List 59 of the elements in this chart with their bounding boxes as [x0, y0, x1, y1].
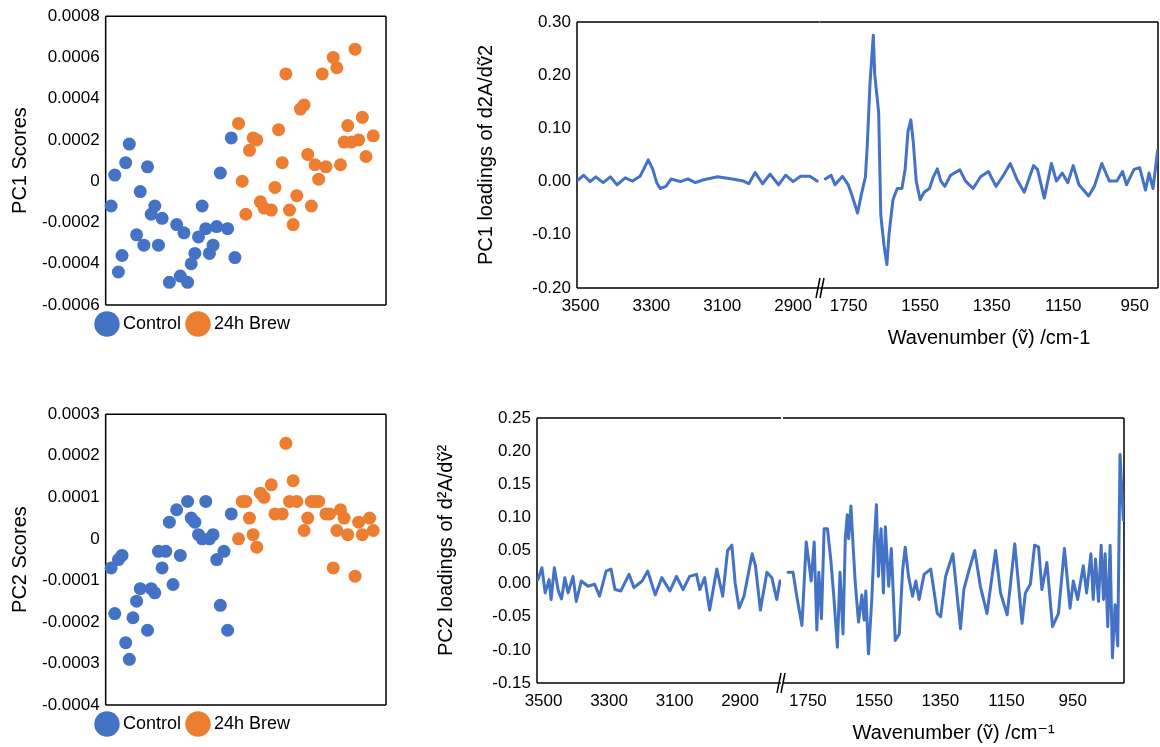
y-tick-label: -0.0002: [41, 611, 100, 631]
y-tick-label: 0.0003: [47, 403, 100, 423]
x-tick-label: 950: [1058, 690, 1087, 710]
y-tick-label: -0.10: [492, 639, 531, 659]
x-tick-label: 1550: [901, 295, 940, 315]
y-tick-label: 0.05: [497, 540, 531, 560]
y-tick-label: 0: [90, 170, 100, 190]
y-axis-title: PC1 Scores: [7, 107, 30, 214]
x-tick-label: 1350: [921, 690, 960, 710]
x-tick-label: 3100: [703, 295, 742, 315]
y-tick-label: 0.10: [497, 507, 531, 527]
x-tick-label: 1750: [829, 295, 868, 315]
y-tick-label: 0: [90, 528, 100, 548]
y-tick-label: 0.0006: [47, 47, 100, 67]
y-tick-label: 0.10: [537, 118, 571, 138]
y-tick-label: -0.0004: [41, 253, 100, 273]
x-tick-label: 2900: [774, 295, 812, 315]
legend-label: 24h Brew: [213, 712, 292, 733]
legend-label: Control: [122, 312, 181, 333]
y-axis-title: PC1 loadings of d2A/dṽ2: [473, 44, 496, 266]
y-tick-label: 0.20: [497, 440, 531, 460]
y-tick-label: 0.20: [537, 64, 571, 84]
y-tick-label: 0.0001: [47, 486, 100, 506]
x-tick-label: 3300: [632, 295, 671, 315]
x-tick-label: 1550: [855, 690, 894, 710]
legend-label: 24h Brew: [213, 312, 292, 333]
x-tick-label: 950: [1120, 295, 1149, 315]
x-tick-label: 3500: [524, 690, 563, 710]
x-axis-title: Wavenumber (ṽ) /cm⁻¹: [852, 720, 1055, 743]
y-tick-label: -0.10: [532, 224, 571, 244]
y-tick-label: 0.0004: [47, 88, 100, 108]
y-tick-label: -0.05: [492, 606, 531, 626]
x-tick-label: 3100: [655, 690, 694, 710]
y-tick-label: -0.20: [532, 277, 571, 297]
y-tick-label: 0.00: [497, 573, 531, 593]
x-tick-label: 2900: [721, 690, 759, 710]
y-tick-label: 0.0002: [47, 129, 100, 149]
y-tick-label: 0.0008: [47, 5, 100, 25]
y-tick-label: 0.30: [537, 11, 571, 31]
y-tick-label: -0.0003: [41, 653, 100, 673]
x-axis-title: Wavenumber (ṽ) /cm-1: [887, 325, 1091, 348]
x-tick-label: 1350: [972, 295, 1011, 315]
y-tick-label: 0.00: [537, 171, 571, 191]
x-tick-label: 1150: [988, 690, 1025, 710]
y-tick-label: 0.0002: [47, 445, 100, 465]
y-tick-label: -0.0004: [41, 694, 100, 714]
y-tick-label: -0.0001: [41, 570, 100, 590]
x-tick-label: 3500: [561, 295, 600, 315]
x-tick-label: 3300: [590, 690, 628, 710]
y-tick-label: 0.15: [497, 473, 531, 493]
x-tick-label: 1150: [1044, 295, 1082, 315]
y-tick-label: 0.25: [497, 407, 531, 427]
y-axis-title: PC2 loadings of d²A/dṽ²: [433, 444, 456, 657]
y-tick-label: -0.0002: [41, 212, 100, 232]
y-tick-label: -0.0006: [41, 294, 100, 314]
legend-label: Control: [122, 712, 181, 733]
y-axis-title: PC2 Scores: [7, 506, 30, 613]
x-tick-label: 1750: [789, 690, 827, 710]
y-tick-label: -0.15: [492, 672, 531, 692]
